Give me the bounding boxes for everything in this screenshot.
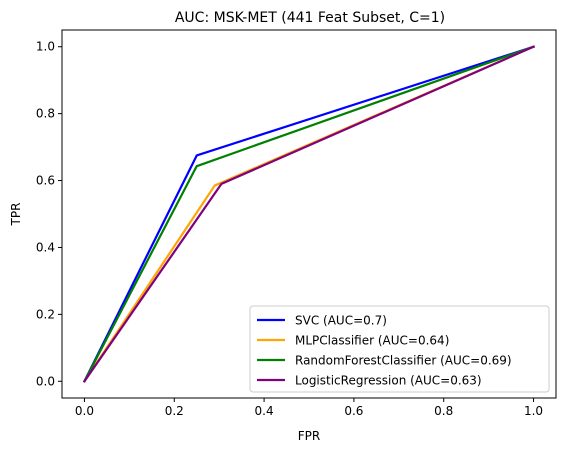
x-tick-label: 0.2 (165, 404, 184, 418)
x-tick-label: 0.0 (75, 404, 94, 418)
x-tick-label: 0.6 (344, 404, 363, 418)
series-line (82, 45, 535, 383)
y-tick-label: 0.8 (36, 107, 55, 121)
x-tick-label: 0.8 (434, 404, 453, 418)
x-axis-label: FPR (298, 429, 320, 443)
y-tick-label: 1.0 (36, 40, 55, 54)
y-axis-ticks: 0.0 0.2 0.4 0.6 0.8 1.0 (36, 40, 62, 388)
x-axis-ticks: 0.0 0.2 0.4 0.6 0.8 1.0 (75, 398, 543, 418)
series-line (82, 45, 535, 383)
y-tick-label: 0.6 (36, 174, 55, 188)
chart-title: AUC: MSK-MET (441 Feat Subset, C=1) (175, 10, 445, 26)
plot-lines (82, 45, 535, 383)
x-tick-label: 0.4 (255, 404, 274, 418)
x-tick-label: 1.0 (524, 404, 543, 418)
legend-entry-label: MLPClassifier (AUC=0.64) (295, 334, 449, 348)
y-tick-label: 0.0 (36, 374, 55, 388)
series-line (82, 45, 535, 383)
legend-entry-label: LogisticRegression (AUC=0.63) (295, 374, 482, 388)
legend-entry-label: RandomForestClassifier (AUC=0.69) (295, 354, 512, 368)
y-tick-label: 0.2 (36, 307, 55, 321)
legend-entry-label: SVC (AUC=0.7) (295, 314, 387, 328)
y-tick-label: 0.4 (36, 240, 55, 254)
y-axis-label: TPR (9, 203, 23, 227)
legend-box (249, 305, 550, 393)
legend: SVC (AUC=0.7) MLPClassifier (AUC=0.64) Ran… (249, 305, 550, 393)
plot-frame (61, 29, 557, 399)
